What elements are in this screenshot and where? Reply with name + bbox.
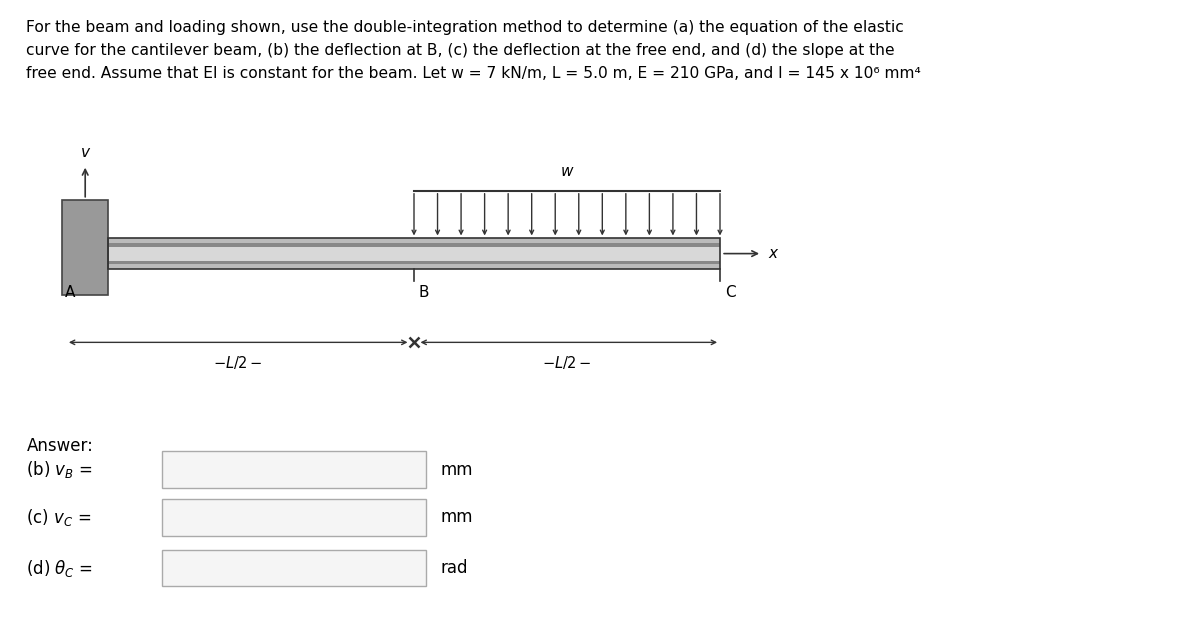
Text: (d) $\theta_C$ =: (d) $\theta_C$ = xyxy=(26,557,94,579)
Text: free end. Assume that EI is constant for the beam. Let w = 7 kN/m, L = 5.0 m, E : free end. Assume that EI is constant for… xyxy=(26,66,922,81)
Text: v: v xyxy=(80,145,90,160)
Bar xyxy=(108,261,720,264)
Text: $-L/2-$: $-L/2-$ xyxy=(542,354,592,371)
Text: x: x xyxy=(768,246,778,261)
Bar xyxy=(108,247,720,261)
Bar xyxy=(108,238,720,269)
Text: B: B xyxy=(419,285,430,300)
Text: curve for the cantilever beam, (b) the deflection at B, (c) the deflection at th: curve for the cantilever beam, (b) the d… xyxy=(26,43,895,58)
Bar xyxy=(108,264,720,269)
Bar xyxy=(108,238,720,243)
Text: Answer:: Answer: xyxy=(26,437,94,455)
Text: (b) $v_B$ =: (b) $v_B$ = xyxy=(26,459,92,481)
Bar xyxy=(62,200,108,295)
Bar xyxy=(162,550,426,586)
Bar xyxy=(108,243,720,247)
Text: For the beam and loading shown, use the double-integration method to determine (: For the beam and loading shown, use the … xyxy=(26,20,904,36)
Text: rad: rad xyxy=(440,559,468,577)
Bar xyxy=(162,451,426,488)
Text: mm: mm xyxy=(440,461,473,479)
Text: A: A xyxy=(65,285,76,300)
Text: $-L/2-$: $-L/2-$ xyxy=(214,354,263,371)
Text: w: w xyxy=(560,164,574,179)
Bar xyxy=(162,499,426,536)
Text: C: C xyxy=(725,285,736,300)
Text: mm: mm xyxy=(440,508,473,526)
Text: (c) $v_C$ =: (c) $v_C$ = xyxy=(26,507,91,528)
